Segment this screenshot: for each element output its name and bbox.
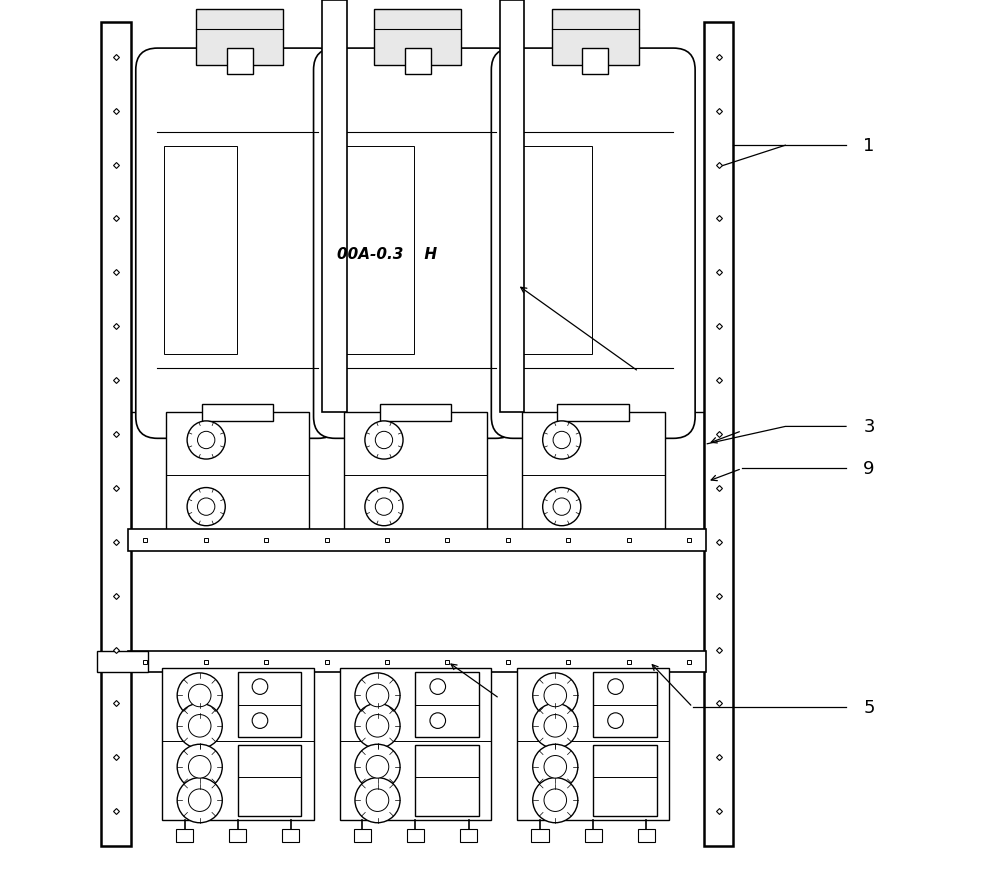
Bar xyxy=(415,746,479,816)
Bar xyxy=(282,829,299,841)
Circle shape xyxy=(543,421,581,460)
Bar xyxy=(202,404,273,421)
FancyBboxPatch shape xyxy=(314,49,517,439)
Circle shape xyxy=(187,488,225,526)
Bar xyxy=(196,10,283,66)
Bar xyxy=(552,10,639,66)
Circle shape xyxy=(355,673,400,718)
Circle shape xyxy=(366,714,389,737)
Bar xyxy=(166,413,309,539)
Bar xyxy=(520,147,592,355)
Circle shape xyxy=(375,432,393,449)
Bar xyxy=(162,668,314,820)
Bar xyxy=(344,413,487,539)
Text: 1: 1 xyxy=(863,137,875,155)
Circle shape xyxy=(355,704,400,748)
Bar xyxy=(582,49,608,75)
Circle shape xyxy=(188,685,211,706)
Circle shape xyxy=(543,488,581,526)
Circle shape xyxy=(608,713,623,728)
Bar xyxy=(342,147,414,355)
Bar xyxy=(101,23,131,846)
Bar xyxy=(354,829,371,841)
Bar xyxy=(407,829,424,841)
Circle shape xyxy=(608,679,623,694)
Bar xyxy=(585,829,602,841)
Bar xyxy=(322,2,347,413)
Bar xyxy=(704,23,733,846)
Bar xyxy=(460,829,477,841)
Circle shape xyxy=(544,789,567,812)
Bar xyxy=(238,746,301,816)
Circle shape xyxy=(355,745,400,789)
Circle shape xyxy=(355,778,400,823)
Bar xyxy=(176,829,193,841)
Bar xyxy=(128,530,706,552)
Circle shape xyxy=(252,679,268,694)
Circle shape xyxy=(533,745,578,789)
Circle shape xyxy=(188,789,211,812)
Circle shape xyxy=(177,778,222,823)
Bar xyxy=(164,147,237,355)
Circle shape xyxy=(365,421,403,460)
Text: 00A-0.3    H: 00A-0.3 H xyxy=(337,247,437,262)
Circle shape xyxy=(366,756,389,778)
Circle shape xyxy=(544,685,567,706)
Circle shape xyxy=(188,756,211,778)
Circle shape xyxy=(188,714,211,737)
Circle shape xyxy=(375,499,393,515)
Bar xyxy=(415,673,479,737)
Circle shape xyxy=(553,499,570,515)
Circle shape xyxy=(366,789,389,812)
Circle shape xyxy=(430,679,446,694)
Text: 5: 5 xyxy=(863,699,875,716)
Bar xyxy=(557,404,629,421)
Circle shape xyxy=(365,488,403,526)
Bar xyxy=(593,673,657,737)
FancyBboxPatch shape xyxy=(136,49,340,439)
Text: 9: 9 xyxy=(863,460,875,478)
Bar xyxy=(593,746,657,816)
Bar xyxy=(131,413,704,539)
Circle shape xyxy=(252,713,268,728)
Circle shape xyxy=(553,432,570,449)
Text: 3: 3 xyxy=(863,418,875,436)
Circle shape xyxy=(544,714,567,737)
Circle shape xyxy=(187,421,225,460)
FancyBboxPatch shape xyxy=(491,49,695,439)
Bar xyxy=(238,673,301,737)
Bar xyxy=(128,651,706,673)
Bar xyxy=(340,668,491,820)
Bar xyxy=(380,404,451,421)
Circle shape xyxy=(177,673,222,718)
Circle shape xyxy=(366,685,389,706)
Circle shape xyxy=(533,778,578,823)
Circle shape xyxy=(533,673,578,718)
Circle shape xyxy=(533,704,578,748)
Circle shape xyxy=(177,704,222,748)
Bar xyxy=(522,413,665,539)
Bar xyxy=(517,668,669,820)
Circle shape xyxy=(177,745,222,789)
Circle shape xyxy=(198,432,215,449)
Bar xyxy=(405,49,431,75)
Bar xyxy=(97,651,148,673)
Bar xyxy=(531,829,549,841)
Bar xyxy=(229,829,246,841)
Bar xyxy=(500,2,524,413)
Circle shape xyxy=(430,713,446,728)
Bar xyxy=(638,829,655,841)
Circle shape xyxy=(198,499,215,515)
Bar xyxy=(227,49,253,75)
Bar xyxy=(374,10,461,66)
Circle shape xyxy=(544,756,567,778)
